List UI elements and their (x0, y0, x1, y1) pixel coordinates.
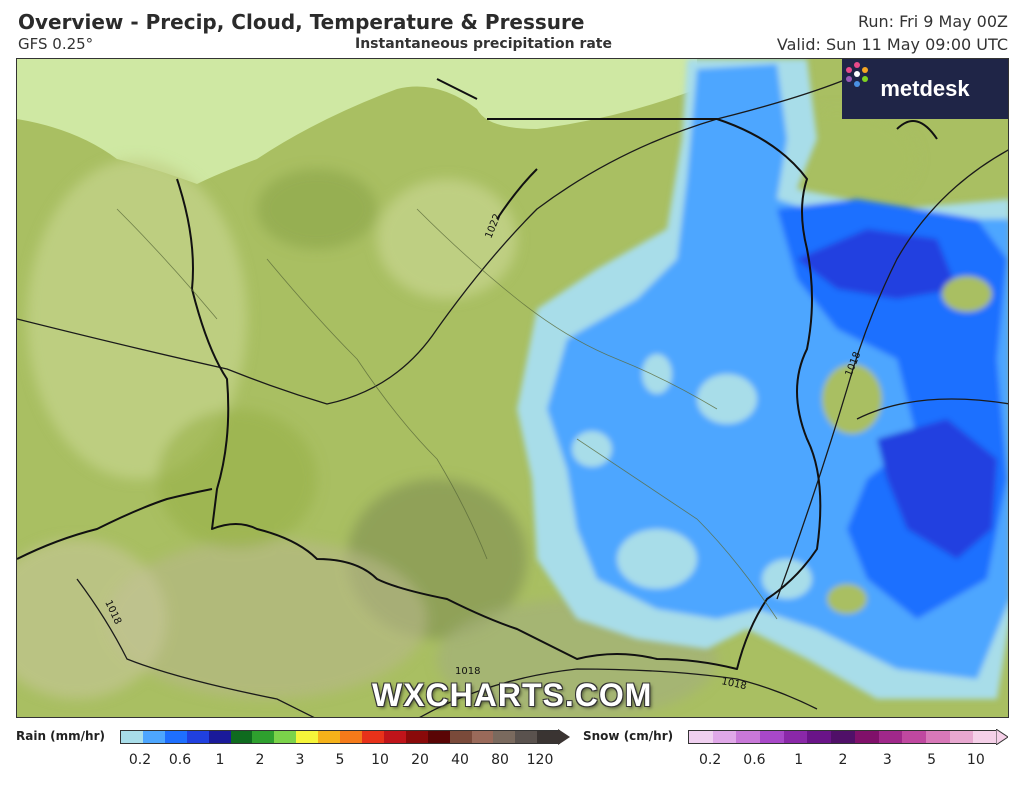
model-label: GFS 0.25° (18, 35, 94, 53)
rain-tick-label: 1 (215, 752, 225, 768)
rain-color-swatch (230, 731, 253, 743)
rain-color-swatch (252, 731, 275, 743)
rain-tick-label: 120 (526, 752, 554, 768)
rain-color-scale (120, 730, 560, 744)
rain-tick-label: 5 (335, 752, 345, 768)
chart-title: Overview - Precip, Cloud, Temperature & … (18, 10, 585, 34)
snow-color-swatch (878, 731, 903, 743)
snow-arrow-icon (996, 729, 1008, 745)
brand-logo[interactable]: metdesk (842, 59, 1008, 119)
snow-tick-label: 0.2 (699, 752, 722, 768)
snow-color-swatch (973, 731, 997, 743)
snow-color-swatch (949, 731, 974, 743)
sea-area (17, 59, 697, 184)
snow-color-swatch (736, 731, 761, 743)
isobar-label: 1018 (455, 666, 480, 677)
snow-legend-label: Snow (cm/hr) (583, 729, 674, 743)
brand-name: metdesk (880, 76, 970, 101)
country-borders (17, 78, 938, 670)
rain-color-swatch (318, 731, 341, 743)
rain-color-swatch (471, 731, 494, 743)
snow-color-swatch (783, 731, 808, 743)
snow-color-swatch (925, 731, 950, 743)
snow-color-swatch (902, 731, 926, 743)
rain-color-swatch (427, 731, 450, 743)
snow-color-swatch (760, 731, 784, 743)
map-canvas: 1022 1018 1018 1018 1018 (17, 59, 1008, 717)
chart-subtitle: Instantaneous precipitation rate (355, 36, 612, 52)
snow-color-swatch (712, 731, 737, 743)
metdesk-flower-icon (846, 62, 868, 87)
snow-color-swatch (831, 731, 855, 743)
snow-color-scale (688, 730, 998, 744)
rain-tick-label: 40 (451, 752, 469, 768)
snow-tick-label: 5 (927, 752, 937, 768)
rain-color-swatch (208, 731, 231, 743)
run-time: Run: Fri 9 May 00Z (857, 12, 1008, 31)
rain-legend-label: Rain (mm/hr) (16, 729, 105, 743)
rain-color-swatch (493, 731, 516, 743)
snow-tick-label: 2 (838, 752, 848, 768)
header: Overview - Precip, Cloud, Temperature & … (0, 0, 1024, 58)
rain-color-swatch (164, 731, 187, 743)
snow-tick-label: 1 (794, 752, 804, 768)
rain-arrow-icon (558, 729, 570, 745)
snow-color-swatch (689, 731, 713, 743)
rain-color-swatch (449, 731, 472, 743)
rain-tick-label: 10 (371, 752, 389, 768)
rain-color-swatch (515, 731, 538, 743)
snow-color-swatch (854, 731, 879, 743)
rain-color-swatch (383, 731, 406, 743)
rain-color-swatch (340, 731, 362, 743)
valid-time: Valid: Sun 11 May 09:00 UTC (776, 35, 1008, 54)
rain-tick-label: 3 (295, 752, 305, 768)
rain-color-swatch (186, 731, 209, 743)
snow-tick-label: 10 (966, 752, 985, 768)
weather-map[interactable]: 1022 1018 1018 1018 1018 (16, 58, 1009, 718)
rain-color-swatch (142, 731, 165, 743)
rain-color-swatch (274, 731, 297, 743)
rain-tick-label: 20 (411, 752, 429, 768)
rain-color-swatch (296, 731, 319, 743)
precipitation-field (517, 59, 1008, 699)
rain-color-swatch (537, 731, 560, 743)
snow-tick-label: 3 (882, 752, 892, 768)
rivers (116, 208, 778, 620)
watermark: WXCHARTS.COM (372, 677, 653, 713)
rain-color-swatch (361, 731, 384, 743)
rain-tick-label: 2 (255, 752, 265, 768)
rain-tick-label: 0.2 (128, 752, 152, 768)
rain-color-swatch (121, 731, 143, 743)
rain-tick-label: 0.6 (168, 752, 192, 768)
snow-tick-label: 0.6 (743, 752, 766, 768)
isobar-label: 1018 (720, 676, 747, 692)
rain-color-swatch (405, 731, 428, 743)
snow-color-swatch (807, 731, 832, 743)
rain-tick-label: 80 (491, 752, 509, 768)
